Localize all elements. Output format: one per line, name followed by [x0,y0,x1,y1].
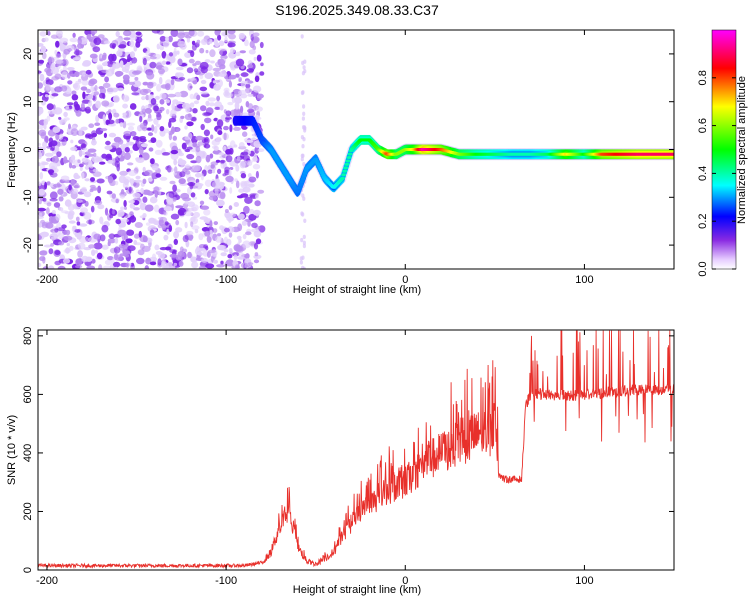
spectrogram-image [38,30,674,269]
y-tick-label: 0 [22,567,34,573]
x-tick-label: -200 [36,274,58,286]
x-tick-label: 100 [575,274,593,286]
colorbar-label: Normalized spectral amplitude [736,76,748,224]
colorbar-ticks: 0.0 0.2 0.4 0.6 0.8 [697,70,736,277]
y-tick-label: 20 [22,48,34,60]
spectrogram-y-ticks: -20 -10 0 10 20 [22,48,674,253]
snr-x-label: Height of straight line (km) [293,584,421,596]
x-tick-label: 0 [402,274,408,286]
colorbar: 0.0 0.2 0.4 0.6 0.8 Normalized spectral ampl… [697,29,748,277]
snr-panel: -200 -100 0 100 0 200 400 600 800 Height of str… [6,327,675,596]
snr-frame [37,329,675,571]
spectrogram-x-ticks: -200 -100 0 100 [36,30,594,286]
x-tick-label: 0 [402,575,408,587]
colorbar-tick-label: 0.0 [697,261,709,276]
x-tick-label: -100 [215,274,237,286]
y-tick-label: 200 [22,502,34,520]
snr-series-line [38,330,674,570]
chart-title: S196.2025.349.08.33.C37 [275,2,439,18]
spectrogram-x-label: Height of straight line (km) [293,284,421,296]
colorbar-gradient [711,29,737,270]
spectrogram-noise-blobs [38,30,307,269]
y-tick-label: 400 [22,444,34,462]
colorbar-tick-label: 0.6 [697,118,709,133]
colorbar-tick-label: 0.8 [697,70,709,85]
colorbar-tick-label: 0.4 [697,166,709,181]
y-tick-label: 0 [22,146,34,152]
y-tick-label: 800 [22,327,34,345]
snr-y-label: SNR (10 * v/v) [6,415,18,485]
x-tick-label: 100 [575,575,593,587]
y-tick-label: 10 [22,96,34,108]
spectrogram-y-label: Frequency (Hz) [6,112,18,188]
y-tick-label: -10 [22,189,34,205]
snr-y-ticks: 0 200 400 600 800 [22,327,674,573]
colorbar-tick-label: 0.2 [697,214,709,229]
x-tick-label: -100 [215,575,237,587]
y-tick-label: -20 [22,237,34,253]
snr-x-ticks: -200 -100 0 100 [36,330,594,587]
spectrogram-ridge [231,115,674,197]
snr-plot-area [38,330,674,570]
y-tick-label: 600 [22,385,34,403]
x-tick-label: -200 [36,575,58,587]
